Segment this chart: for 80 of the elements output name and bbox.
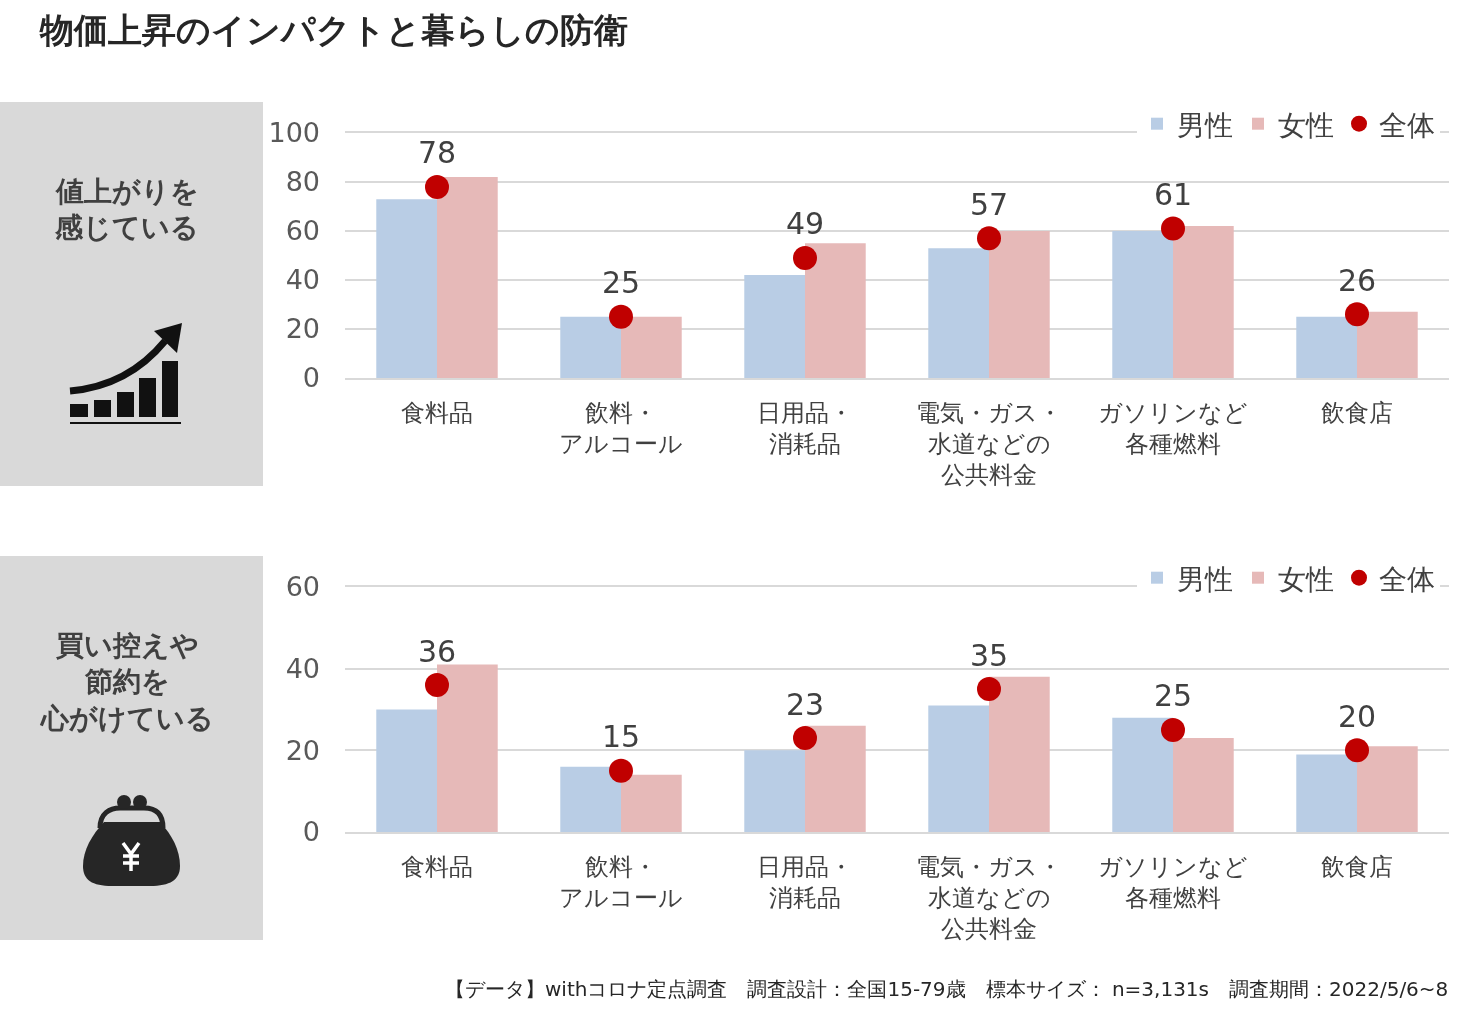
y-tick-label: 20 bbox=[285, 313, 320, 345]
bar bbox=[744, 275, 805, 378]
data-label: 35 bbox=[969, 637, 1009, 673]
bar bbox=[1173, 226, 1234, 378]
x-tick-label: 飲料・アルコール bbox=[559, 398, 683, 458]
point bbox=[793, 726, 817, 751]
y-tick-label: 0 bbox=[302, 816, 320, 848]
bar bbox=[560, 316, 621, 378]
y-tick-label: 20 bbox=[285, 734, 320, 766]
y-tick-label: 60 bbox=[285, 571, 320, 603]
data-label: 23 bbox=[785, 686, 825, 722]
y-tick-label: 100 bbox=[268, 117, 320, 149]
point bbox=[609, 304, 633, 329]
bar bbox=[560, 766, 621, 832]
y-tick-label: 80 bbox=[285, 166, 320, 198]
bar bbox=[1357, 311, 1418, 378]
x-tick-label: ガソリンなど各種燃料 bbox=[1098, 398, 1248, 458]
text: 【データ】withコロナ定点調査 調査設計：全国15-79歳 標本サイズ： n=3,131s 調査期間：2022/5/6~8 bbox=[445, 977, 1449, 1001]
y-tick-label: 0 bbox=[302, 362, 320, 394]
y-tick-label: 40 bbox=[285, 653, 320, 685]
bar bbox=[928, 248, 989, 378]
point bbox=[793, 245, 817, 270]
y-tick-label: 60 bbox=[285, 215, 320, 247]
bar bbox=[437, 664, 498, 832]
point bbox=[1161, 216, 1185, 241]
bar bbox=[1357, 746, 1418, 832]
bar bbox=[621, 774, 682, 832]
data-label: 25 bbox=[601, 265, 641, 301]
point bbox=[1345, 302, 1369, 327]
x-tick-label: 飲料・アルコール bbox=[559, 852, 683, 912]
x-tick-label: 食料品 bbox=[401, 398, 473, 427]
legend-label: 女性 bbox=[1278, 108, 1334, 142]
point bbox=[609, 758, 633, 783]
legend-label: 女性 bbox=[1278, 562, 1334, 596]
bar bbox=[1112, 231, 1173, 378]
data-label: 61 bbox=[1153, 177, 1193, 213]
bar bbox=[621, 316, 682, 378]
bar bbox=[1112, 717, 1173, 832]
bar bbox=[989, 676, 1050, 832]
legend-label: 男性 bbox=[1177, 562, 1233, 596]
point bbox=[425, 673, 449, 697]
point bbox=[1345, 738, 1369, 763]
bar bbox=[376, 199, 437, 378]
point bbox=[977, 677, 1001, 702]
text: 買い控えや節約を心がけている bbox=[39, 629, 214, 735]
data-label: 57 bbox=[969, 186, 1009, 222]
bar bbox=[744, 750, 805, 832]
bar bbox=[376, 709, 437, 832]
x-tick-label: 飲食店 bbox=[1321, 852, 1393, 881]
x-tick-label: 飲食店 bbox=[1321, 398, 1393, 427]
text: 値上がりを感じている bbox=[54, 175, 199, 245]
y-tick-label: 40 bbox=[285, 264, 320, 296]
x-tick-label: 電気・ガス・水道などの公共料金 bbox=[916, 398, 1062, 489]
x-tick-label: 日用品・消耗品 bbox=[757, 852, 853, 912]
data-label: 20 bbox=[1337, 698, 1377, 734]
legend-label: 男性 bbox=[1177, 108, 1233, 142]
x-tick-label: 電気・ガス・水道などの公共料金 bbox=[916, 852, 1062, 943]
bar bbox=[805, 725, 866, 832]
x-tick-label: 日用品・消耗品 bbox=[757, 398, 853, 458]
data-label: 78 bbox=[417, 135, 457, 171]
legend-label: 全体 bbox=[1379, 562, 1435, 596]
data-label: 36 bbox=[417, 633, 457, 669]
point bbox=[425, 174, 449, 199]
chart-title: 物価上昇のインパクトと暮らしの防衛 bbox=[39, 9, 628, 50]
bar bbox=[1173, 738, 1234, 832]
bar bbox=[989, 231, 1050, 378]
x-tick-label: ガソリンなど各種燃料 bbox=[1098, 852, 1248, 912]
bar bbox=[437, 177, 498, 378]
data-label: 15 bbox=[601, 719, 641, 755]
point bbox=[977, 226, 1001, 251]
data-label: 49 bbox=[785, 206, 825, 242]
data-label: 25 bbox=[1153, 678, 1193, 714]
point bbox=[1161, 717, 1185, 742]
bar bbox=[1296, 316, 1357, 378]
data-label: 26 bbox=[1337, 262, 1377, 298]
bar bbox=[1296, 754, 1357, 832]
legend-label: 全体 bbox=[1379, 108, 1435, 142]
bar bbox=[805, 243, 866, 378]
x-tick-label: 食料品 bbox=[401, 852, 473, 881]
bar bbox=[928, 705, 989, 832]
